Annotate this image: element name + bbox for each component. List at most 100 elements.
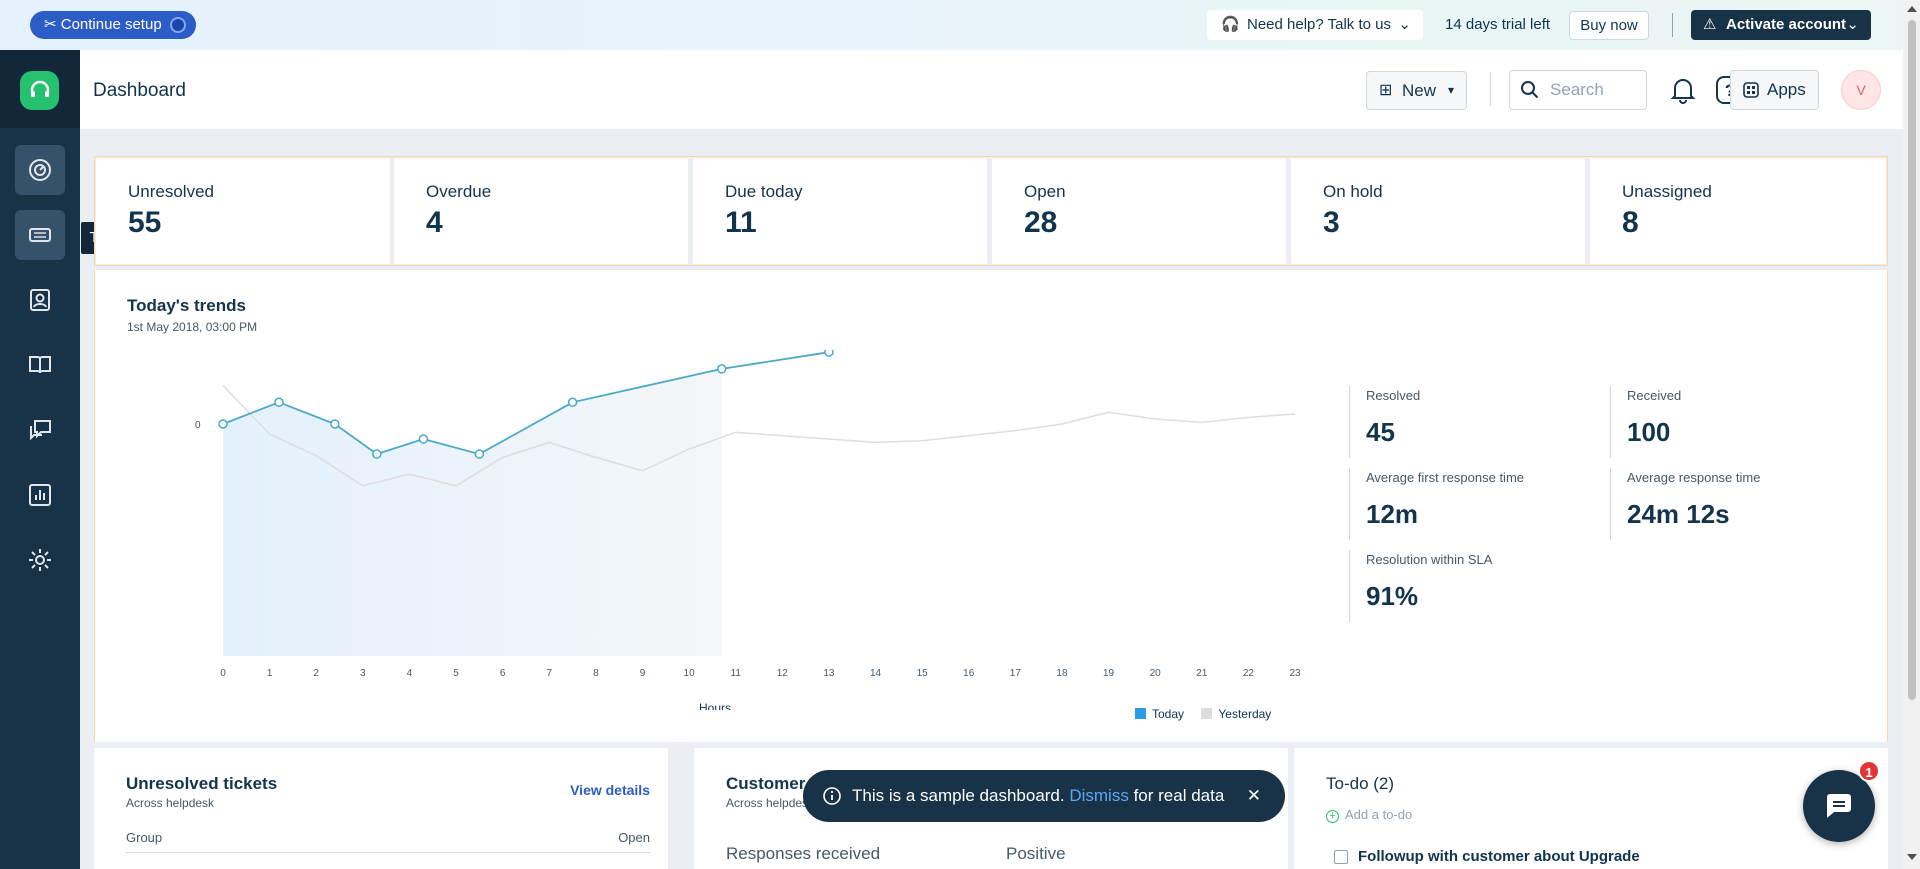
sample-dashboard-toast: This is a sample dashboard. Dismiss for … <box>803 770 1285 822</box>
x-tick-label: 18 <box>1056 668 1068 679</box>
x-tick-label: 13 <box>823 668 835 679</box>
todo-checkbox[interactable] <box>1334 850 1348 865</box>
help-label: Need help? Talk to us <box>1247 16 1391 33</box>
x-tick-label: 2 <box>313 668 319 679</box>
stat-open[interactable]: Open 28 <box>992 158 1286 264</box>
sidebar-item-tickets[interactable] <box>15 210 65 260</box>
col-group: Group <box>126 830 163 845</box>
col-positive: Positive <box>1006 844 1066 863</box>
x-tick-label: 21 <box>1196 668 1208 679</box>
chat-badge: 1 <box>1858 760 1880 782</box>
legend-swatch-yesterday <box>1201 708 1213 720</box>
metric-label: Received <box>1627 388 1682 403</box>
app-logo[interactable] <box>0 50 80 128</box>
chart-legend: Today Yesterday <box>1135 706 1271 721</box>
close-icon[interactable]: ✕ <box>1246 786 1261 805</box>
metric-value: 12m <box>1366 499 1419 529</box>
plus-circle-icon: + <box>1326 810 1339 823</box>
stat-value: 4 <box>426 206 443 239</box>
sidebar-item-contacts[interactable] <box>15 275 65 325</box>
x-tick-label: 11 <box>731 668 742 679</box>
trends-chart-svg: 0 1 2 3 4 5 6 7 8 9 10 11 12 13 14 15 16 17 18 19 20 21 22 23 0… <box>195 350 1301 710</box>
metric-label: Resolved <box>1366 388 1421 403</box>
todo-card: To-do (2) + Add a to-do Followup with cus… <box>1294 748 1888 869</box>
x-axis-label: Hours <box>699 701 731 710</box>
ticket-icon <box>29 228 51 242</box>
x-tick-label: 3 <box>360 668 366 679</box>
x-tick-label: 15 <box>917 668 929 679</box>
x-tick-label: 8 <box>593 668 599 679</box>
view-details-link[interactable]: View details <box>570 782 650 798</box>
metric-value: 24m 12s <box>1627 499 1730 529</box>
sidebar-item-reports[interactable] <box>15 470 65 520</box>
stat-value: 8 <box>1622 206 1639 239</box>
continue-setup-button[interactable]: ✂ Continue setup <box>30 11 196 39</box>
sidebar-item-admin[interactable] <box>15 535 65 585</box>
chat-widget-button[interactable] <box>1803 770 1875 842</box>
plus-square-icon: ⊞ <box>1379 82 1393 99</box>
trends-card: Today's trends 1st May 2018, 03:00 PM 0 1… <box>94 270 1888 742</box>
stat-value: 11 <box>725 206 757 239</box>
apps-icon <box>1743 82 1759 98</box>
stat-overdue[interactable]: Overdue 4 <box>394 158 688 264</box>
sidebar-item-dashboard[interactable] <box>15 145 65 195</box>
x-tick-label: 22 <box>1243 668 1255 679</box>
x-tick-label: 10 <box>684 668 696 679</box>
search-input[interactable]: Search <box>1509 70 1647 110</box>
y-tick-label: 0 <box>195 420 201 431</box>
avatar[interactable]: V <box>1841 70 1881 110</box>
data-point-today <box>824 350 834 357</box>
legend-swatch-today <box>1135 708 1146 720</box>
activate-account-button[interactable]: ⚠ Activate account ⌄ <box>1691 10 1871 40</box>
scroll-down-arrow-icon[interactable] <box>1907 854 1917 860</box>
dismiss-link[interactable]: Dismiss <box>1069 786 1129 805</box>
card-title: To-do (2) <box>1326 774 1395 793</box>
series-line-yesterday <box>222 385 1296 487</box>
add-todo-input[interactable]: + Add a to-do <box>1326 807 1412 823</box>
divider <box>1490 72 1491 106</box>
scroll-thumb[interactable] <box>1908 20 1916 700</box>
x-tick-label: 5 <box>453 668 459 679</box>
data-point-today <box>274 397 284 408</box>
stat-label: Unresolved <box>128 182 214 201</box>
stat-on-hold[interactable]: On hold 3 <box>1291 158 1585 264</box>
bell-icon[interactable] <box>1670 76 1696 104</box>
scroll-up-arrow-icon[interactable] <box>1907 6 1917 12</box>
today-area <box>223 352 829 656</box>
apps-button[interactable]: Apps <box>1730 70 1819 110</box>
stat-unresolved[interactable]: Unresolved 55 <box>96 158 390 264</box>
stat-label: On hold <box>1323 182 1383 201</box>
x-tick-label: 16 <box>963 668 975 679</box>
legend-today: Today <box>1152 706 1185 721</box>
data-point-today <box>218 419 228 429</box>
search-icon <box>1521 81 1539 99</box>
col-responses: Responses received <box>726 844 881 863</box>
warning-icon: ⚠ <box>1703 16 1717 33</box>
help-button[interactable]: 🎧 Need help? Talk to us ⌄ <box>1207 10 1423 40</box>
x-tick-label: 9 <box>640 668 646 679</box>
col-open: Open <box>618 830 650 845</box>
data-point-today <box>330 419 340 429</box>
dashboard-icon <box>29 159 51 181</box>
sidebar-item-forums[interactable] <box>15 405 65 455</box>
stat-unassigned[interactable]: Unassigned 8 <box>1590 158 1886 264</box>
search-placeholder: Search <box>1550 80 1604 99</box>
metric-resolved: Resolved 45 <box>1349 386 1420 458</box>
card-subtitle: Across helpdesk <box>126 796 215 810</box>
page-scrollbar[interactable] <box>1903 0 1920 869</box>
chat-icon <box>30 420 51 441</box>
x-tick-label: 0 <box>220 668 226 679</box>
sidebar-item-solutions[interactable] <box>15 340 65 390</box>
todo-item-label: Followup with customer about Upgrade <box>1358 848 1640 865</box>
todo-item[interactable]: Followup with customer about Upgrade <box>1334 848 1640 865</box>
stat-due-today[interactable]: Due today 11 <box>693 158 987 264</box>
buy-now-button[interactable]: Buy now <box>1569 11 1649 40</box>
headset-logo-icon <box>20 71 59 110</box>
x-tick-label: 17 <box>1010 668 1022 679</box>
sidebar <box>0 50 80 869</box>
metric-label: Average first response time <box>1366 470 1524 485</box>
info-icon <box>823 787 841 805</box>
headset-icon: 🎧 <box>1221 16 1240 33</box>
data-point-today <box>418 434 429 444</box>
new-button[interactable]: ⊞ New ▾ <box>1366 71 1467 110</box>
